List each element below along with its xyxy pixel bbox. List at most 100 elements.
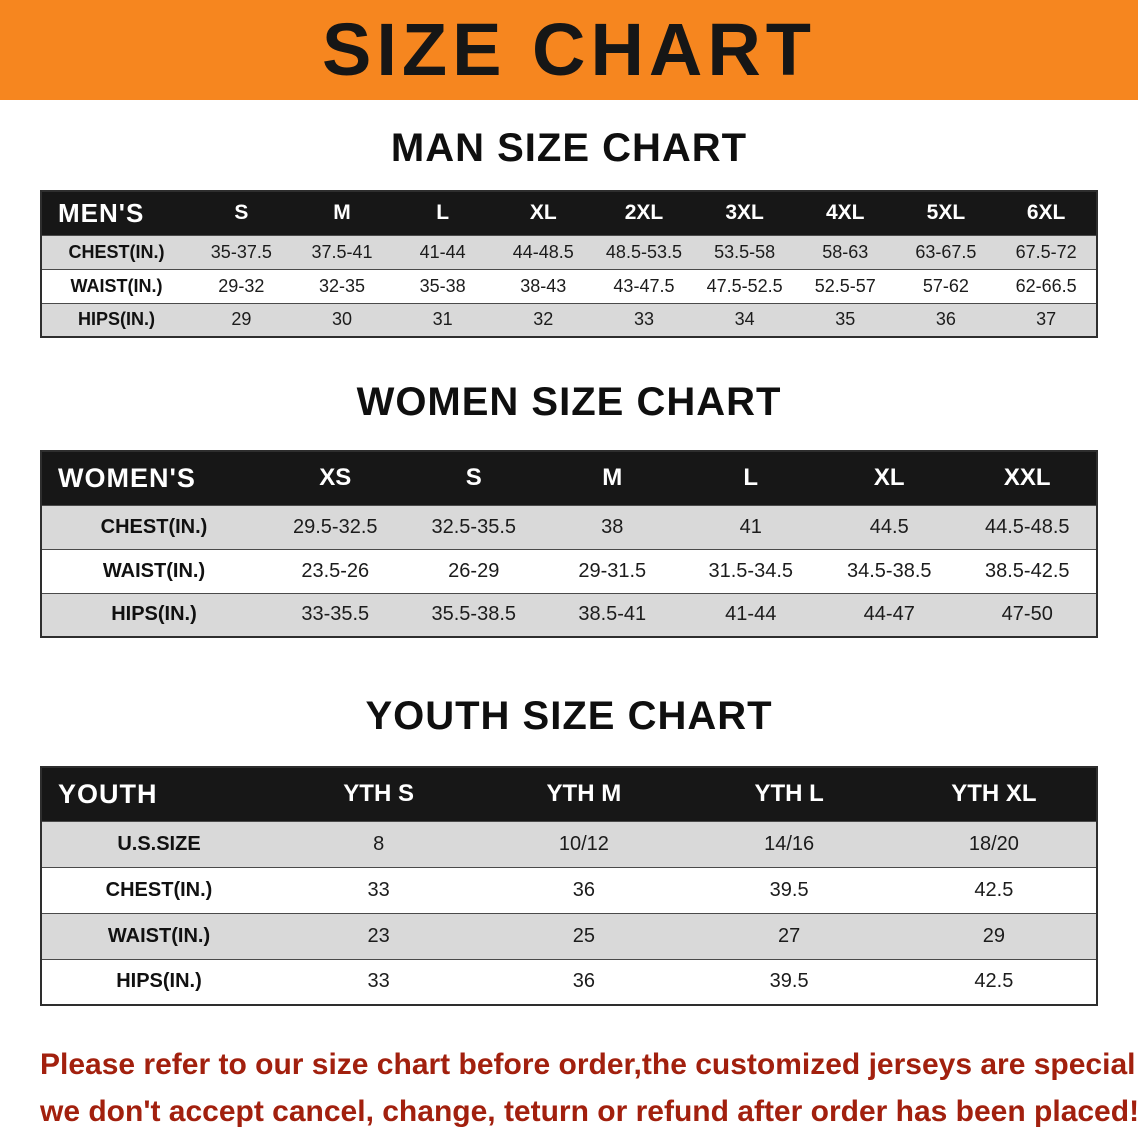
size-value-cell: 37.5-41 [292,235,393,269]
men-table-title: MEN'S [41,191,191,235]
size-value-cell: 42.5 [892,867,1097,913]
size-value-cell: 34.5-38.5 [820,549,959,593]
size-value-cell: 31 [392,303,493,337]
size-value-cell: 39.5 [687,959,892,1005]
size-value-cell: 33 [594,303,695,337]
size-value-cell: 18/20 [892,821,1097,867]
size-value-cell: 44-47 [820,593,959,637]
women-size-column-header: L [682,451,821,505]
size-value-cell: 31.5-34.5 [682,549,821,593]
size-value-cell: 44.5 [820,505,959,549]
row-label: WAIST(IN.) [41,269,191,303]
row-label: CHEST(IN.) [41,867,276,913]
men-size-column-header: 2XL [594,191,695,235]
row-label: WAIST(IN.) [41,549,266,593]
women-table-title: WOMEN'S [41,451,266,505]
size-value-cell: 33-35.5 [266,593,405,637]
row-label: U.S.SIZE [41,821,276,867]
order-notice: Please refer to our size chart before or… [40,1042,1098,1135]
size-value-cell: 35-38 [392,269,493,303]
size-value-cell: 42.5 [892,959,1097,1005]
size-value-cell: 27 [687,913,892,959]
notice-line-1: Please refer to our size chart before or… [40,1042,1098,1089]
size-value-cell: 32.5-35.5 [405,505,544,549]
page-title: SIZE CHART [322,13,816,87]
size-value-cell: 36 [481,959,686,1005]
women-size-chart-heading: WOMEN SIZE CHART [0,380,1138,424]
size-value-cell: 57-62 [896,269,997,303]
row-label: HIPS(IN.) [41,959,276,1005]
size-value-cell: 32-35 [292,269,393,303]
row-label: HIPS(IN.) [41,303,191,337]
size-value-cell: 43-47.5 [594,269,695,303]
women-size-column-header: M [543,451,682,505]
size-value-cell: 38.5-41 [543,593,682,637]
youth-size-column-header: YTH M [481,767,686,821]
size-value-cell: 48.5-53.5 [594,235,695,269]
row-label: CHEST(IN.) [41,235,191,269]
size-value-cell: 37 [996,303,1097,337]
size-value-cell: 33 [276,959,481,1005]
size-value-cell: 41-44 [682,593,821,637]
size-value-cell: 8 [276,821,481,867]
youth-size-chart-heading: YOUTH SIZE CHART [0,694,1138,738]
size-value-cell: 29.5-32.5 [266,505,405,549]
men-size-column-header: 3XL [694,191,795,235]
size-value-cell: 23.5-26 [266,549,405,593]
size-value-cell: 30 [292,303,393,337]
size-value-cell: 58-63 [795,235,896,269]
size-value-cell: 14/16 [687,821,892,867]
size-value-cell: 35 [795,303,896,337]
row-label: WAIST(IN.) [41,913,276,959]
size-value-cell: 44.5-48.5 [959,505,1098,549]
women-size-column-header: XS [266,451,405,505]
size-value-cell: 26-29 [405,549,544,593]
banner: SIZE CHART [0,0,1138,100]
size-value-cell: 39.5 [687,867,892,913]
size-value-cell: 47.5-52.5 [694,269,795,303]
size-value-cell: 35-37.5 [191,235,292,269]
notice-line-2: we don't accept cancel, change, teturn o… [40,1089,1098,1135]
men-size-column-header: L [392,191,493,235]
size-value-cell: 62-66.5 [996,269,1097,303]
size-value-cell: 35.5-38.5 [405,593,544,637]
women-size-column-header: XXL [959,451,1098,505]
size-value-cell: 25 [481,913,686,959]
size-value-cell: 38.5-42.5 [959,549,1098,593]
row-label: CHEST(IN.) [41,505,266,549]
size-value-cell: 53.5-58 [694,235,795,269]
size-value-cell: 33 [276,867,481,913]
women-size-column-header: XL [820,451,959,505]
size-value-cell: 52.5-57 [795,269,896,303]
size-value-cell: 29-31.5 [543,549,682,593]
size-value-cell: 29 [191,303,292,337]
men-size-column-header: XL [493,191,594,235]
youth-size-column-header: YTH XL [892,767,1097,821]
size-value-cell: 67.5-72 [996,235,1097,269]
men-size-chart-heading: MAN SIZE CHART [0,126,1138,170]
size-value-cell: 41-44 [392,235,493,269]
row-label: HIPS(IN.) [41,593,266,637]
size-value-cell: 38 [543,505,682,549]
size-value-cell: 63-67.5 [896,235,997,269]
women-size-column-header: S [405,451,544,505]
